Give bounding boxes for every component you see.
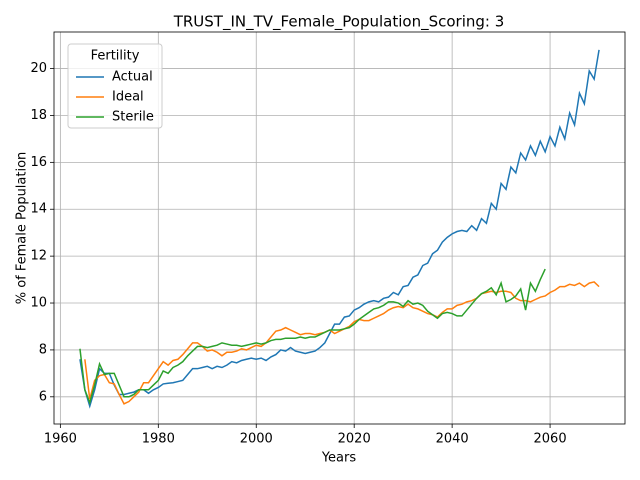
x-tick-label: 2060: [534, 432, 567, 447]
x-axis-label: Years: [321, 451, 357, 466]
legend-box: [67, 43, 163, 129]
legend-label: Sterile: [112, 110, 154, 125]
y-tick-label: 6: [39, 389, 47, 404]
chart-title: TRUST_IN_TV_Female_Population_Scoring: 3: [173, 13, 505, 32]
x-tick-label: 2020: [338, 432, 371, 447]
y-tick-label: 8: [39, 342, 47, 357]
x-tick-label: 1980: [142, 432, 175, 447]
legend: Fertility Actual Ideal Sterile: [67, 43, 163, 129]
y-tick-label: 20: [30, 61, 47, 76]
series-line: [79, 49, 600, 409]
plot-frame: [53, 31, 626, 425]
y-tick-label: 16: [30, 155, 47, 170]
legend-label: Actual: [112, 70, 153, 85]
y-tick-label: 14: [30, 202, 47, 217]
x-tick-label: 1960: [44, 432, 77, 447]
legend-label: Ideal: [112, 90, 144, 105]
legend-title: Fertility: [91, 49, 140, 64]
y-axis-label: % of Female Population: [15, 152, 30, 305]
x-tick-label: 2000: [240, 432, 273, 447]
y-tick-label: 18: [30, 108, 47, 123]
y-tick-label: 12: [30, 249, 47, 264]
series-line: [79, 268, 546, 406]
y-tick-label: 10: [30, 296, 47, 311]
x-tick-label: 2040: [436, 432, 469, 447]
